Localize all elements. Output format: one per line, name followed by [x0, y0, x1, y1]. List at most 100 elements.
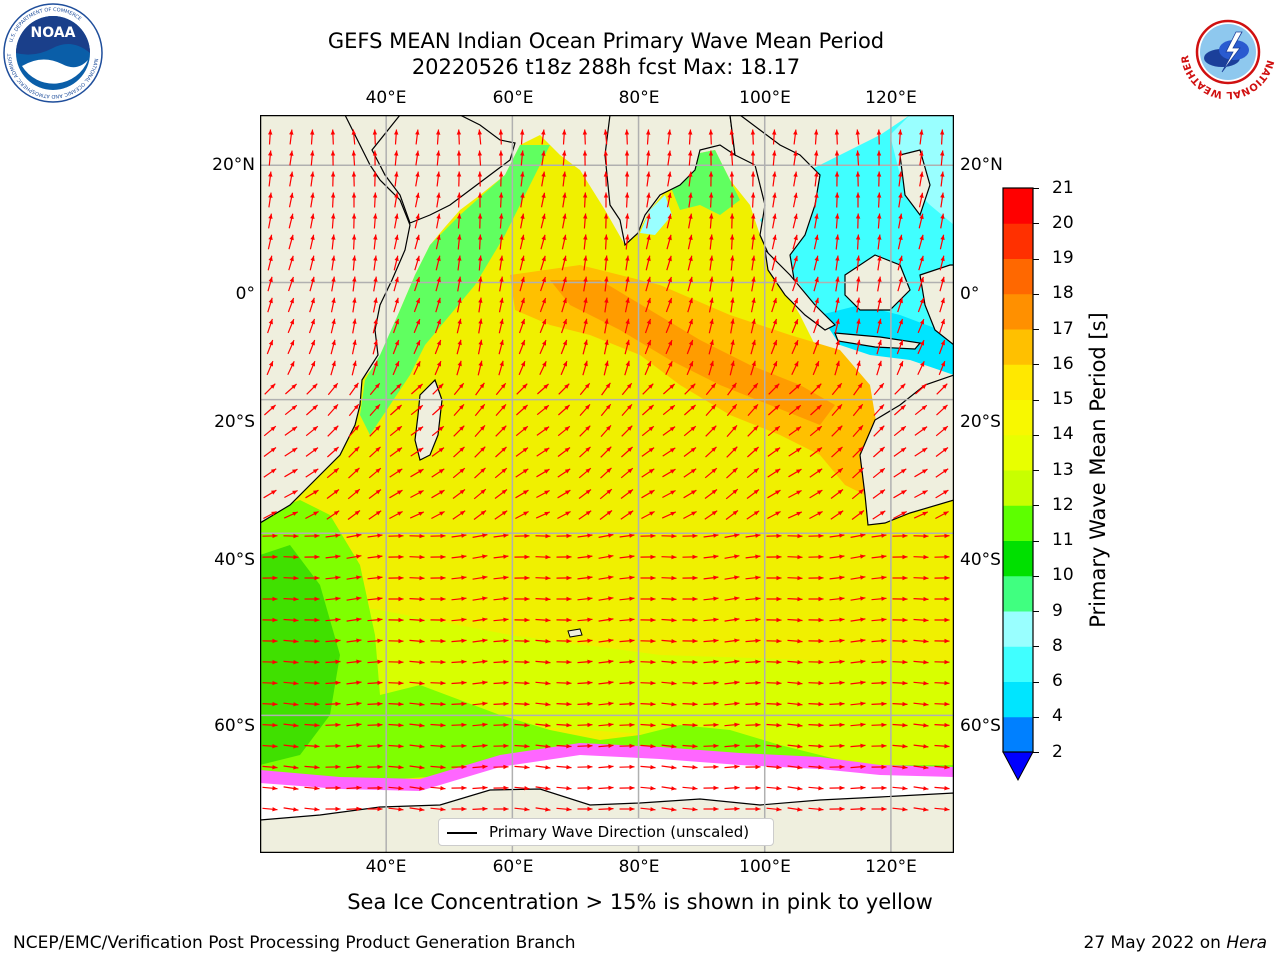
- wave-direction-arrow: [472, 806, 488, 812]
- wave-direction-arrow: [535, 807, 551, 812]
- wave-direction-arrow: [831, 425, 843, 437]
- wave-direction-arrow: [729, 171, 735, 187]
- wave-direction-arrow: [430, 554, 446, 560]
- wave-direction-arrow: [262, 554, 278, 560]
- colorbar-tick-label: 2: [1052, 741, 1063, 762]
- wave-direction-arrow: [644, 339, 652, 355]
- wave-direction-arrow: [560, 360, 568, 376]
- wave-direction-arrow: [835, 234, 840, 250]
- wave-direction-arrow: [892, 744, 908, 749]
- wave-direction-arrow: [304, 575, 320, 581]
- wave-direction-arrow: [556, 723, 572, 728]
- wave-direction-arrow: [726, 446, 738, 458]
- wave-direction-arrow: [431, 489, 445, 499]
- wave-direction-arrow: [850, 554, 866, 559]
- wave-direction-arrow: [935, 425, 949, 437]
- wave-direction-arrow: [325, 764, 341, 770]
- wave-direction-arrow: [389, 468, 403, 478]
- wave-direction-arrow: [767, 489, 781, 499]
- wave-direction-arrow: [683, 489, 697, 499]
- wave-direction-arrow: [330, 150, 336, 166]
- wave-direction-arrow: [745, 743, 761, 749]
- wave-direction-arrow: [709, 234, 714, 250]
- wave-direction-arrow: [325, 554, 341, 559]
- orange-swell-region: [510, 265, 880, 495]
- wave-direction-arrow: [346, 638, 362, 643]
- wave-direction-arrow: [367, 701, 383, 707]
- wave-direction-arrow: [367, 680, 383, 685]
- wave-direction-arrow: [515, 425, 529, 437]
- wave-direction-arrow: [703, 659, 719, 664]
- wave-direction-arrow: [809, 510, 823, 520]
- map-legend: Primary Wave Direction (unscaled): [438, 818, 774, 846]
- wave-direction-arrow: [934, 786, 950, 791]
- wave-direction-arrow: [388, 744, 404, 749]
- wave-direction-arrow: [535, 618, 551, 623]
- wave-direction-arrow: [624, 129, 630, 145]
- wave-direction-arrow: [724, 554, 740, 559]
- wave-direction-arrow: [388, 659, 404, 665]
- wave-direction-arrow: [451, 722, 467, 728]
- wave-direction-arrow: [750, 150, 756, 166]
- wave-direction-arrow: [535, 511, 551, 519]
- wave-direction-arrow: [771, 276, 777, 292]
- wave-direction-arrow: [599, 488, 613, 500]
- wave-direction-arrow: [598, 596, 614, 601]
- wave-direction-arrow: [788, 426, 802, 436]
- wave-direction-arrow: [892, 617, 908, 623]
- wave-direction-arrow: [263, 447, 277, 457]
- wave-direction-arrow: [262, 786, 278, 791]
- wave-direction-arrow: [582, 129, 588, 145]
- wave-direction-arrow: [750, 339, 756, 355]
- wave-direction-arrow: [388, 638, 404, 644]
- wave-direction-arrow: [498, 192, 504, 208]
- wave-direction-arrow: [935, 489, 949, 499]
- wave-direction-arrow: [750, 360, 756, 376]
- wave-direction-arrow: [766, 596, 782, 602]
- wave-direction-arrow: [456, 360, 462, 376]
- wave-direction-arrow: [913, 596, 929, 602]
- wave-direction-arrow: [624, 360, 630, 376]
- lon-tick-bottom: 40°E: [365, 857, 407, 877]
- wave-direction-arrow: [724, 638, 740, 643]
- wave-direction-arrow: [577, 764, 593, 770]
- wave-direction-arrow: [388, 533, 404, 539]
- wave-direction-arrow: [767, 425, 781, 437]
- wave-direction-arrow: [493, 617, 509, 622]
- wave-direction-arrow: [495, 446, 507, 458]
- wave-direction-arrow: [770, 318, 778, 334]
- lon-tick-top: 80°E: [618, 88, 660, 108]
- wave-direction-arrow: [520, 192, 525, 208]
- wave-direction-arrow: [852, 446, 864, 458]
- wave-direction-arrow: [787, 533, 803, 539]
- wave-direction-arrow: [598, 533, 614, 538]
- wave-direction-arrow: [829, 785, 845, 791]
- wave-direction-arrow: [598, 806, 614, 812]
- wave-direction-arrow: [310, 150, 315, 166]
- wave-direction-arrow: [598, 785, 614, 790]
- wave-direction-arrow: [856, 318, 861, 334]
- wave-direction-arrow: [601, 382, 611, 396]
- wave-direction-arrow: [325, 596, 341, 601]
- wave-direction-arrow: [326, 489, 340, 499]
- wave-direction-arrow: [519, 297, 525, 313]
- wave-direction-arrow: [369, 446, 381, 458]
- wave-direction-arrow: [793, 150, 798, 166]
- colorbar-band: [1003, 258, 1033, 295]
- wave-direction-arrow: [388, 680, 404, 686]
- wave-direction-arrow: [472, 743, 488, 748]
- wave-direction-arrow: [708, 297, 714, 313]
- wave-direction-arrow: [389, 510, 403, 520]
- wave-direction-arrow: [640, 575, 656, 581]
- wave-direction-arrow: [434, 360, 442, 376]
- wave-direction-arrow: [898, 171, 903, 187]
- wave-direction-arrow: [787, 681, 803, 686]
- wave-direction-arrow: [834, 297, 840, 313]
- wave-direction-arrow: [877, 213, 882, 229]
- wave-direction-arrow: [304, 723, 320, 728]
- wave-direction-arrow: [619, 638, 635, 643]
- wave-direction-arrow: [898, 150, 903, 166]
- footer-producer: NCEP/EMC/Verification Post Processing Pr…: [13, 933, 576, 953]
- wave-direction-arrow: [667, 171, 672, 187]
- wave-direction-arrow: [624, 339, 630, 355]
